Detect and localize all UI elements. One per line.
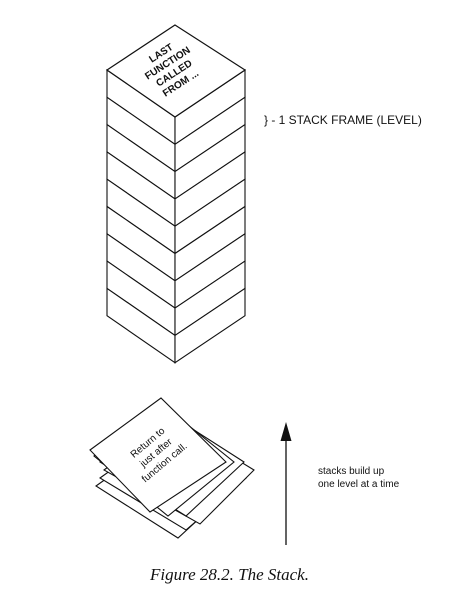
stack-top-face: LAST FUNCTION CALLED FROM ... (105, 24, 247, 118)
growth-note: stacks build up one level at a time (318, 465, 399, 491)
paper-top-sheet: Return to just after function call. (89, 397, 227, 513)
growth-note-line-1: stacks build up (318, 466, 385, 477)
growth-arrow (280, 422, 292, 545)
paper-top-sheet-shape (89, 397, 227, 513)
stack-frame-annotation: } - 1 STACK FRAME (LEVEL) (264, 113, 422, 127)
growth-arrow-head (280, 422, 292, 441)
stack-frame-right-face (174, 287, 246, 364)
growth-note-line-2: one level at a time (318, 479, 400, 490)
figure-caption: Figure 28.2. The Stack. (150, 565, 309, 584)
stack-frames (106, 68, 246, 364)
stack-top-face-shape (105, 24, 247, 118)
